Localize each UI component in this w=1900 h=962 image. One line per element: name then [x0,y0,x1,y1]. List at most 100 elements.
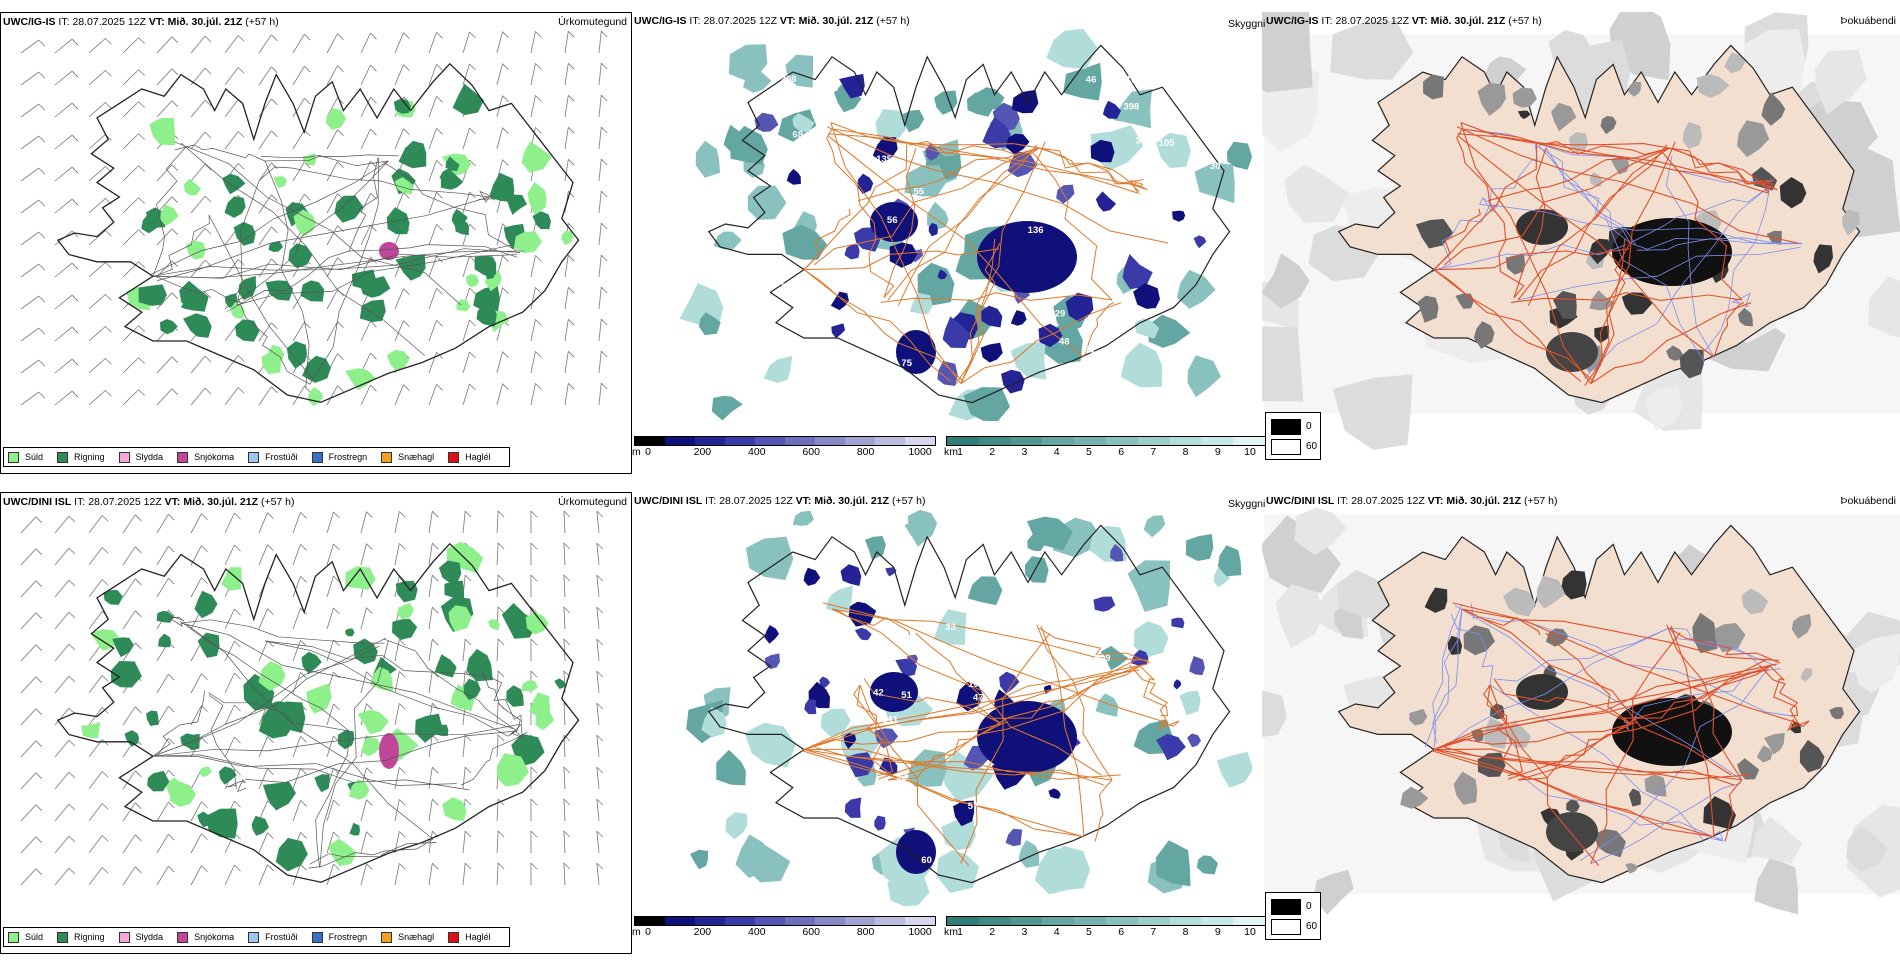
wind-barb-flag [503,256,509,262]
colorbar-segment [755,917,785,925]
wind-barb [361,544,366,565]
wind-barb-flag [465,575,471,581]
colorbar-segment [905,917,935,925]
area [392,619,417,640]
wind-barb [293,512,301,533]
area [804,568,821,586]
area [195,591,218,618]
wind-barb-flag [564,607,570,613]
wind-barb-flag [568,159,574,165]
wind-barb-flag [334,608,340,614]
wind-barb [123,70,139,85]
wind-barb [564,607,565,629]
legend-label: Rigning [74,932,105,942]
area [475,256,497,276]
wind-barb-flag [72,103,78,109]
fog-legend: 0 60 [1265,412,1321,460]
wind-barb-flag [39,72,45,78]
colorbar-segment [947,917,979,925]
wind-barb-flag [205,228,211,234]
wind-barb-flag [564,575,570,581]
area [746,537,793,580]
wind-barb [89,262,105,277]
vt-label: VT: [165,496,181,508]
wind-barb-flag [568,95,574,101]
wind-barb-flag [301,832,307,838]
area [263,782,296,811]
area [716,750,746,786]
wind-barb-flag [601,287,607,293]
area [361,736,382,757]
colorbar-segment [755,437,785,445]
wind-barb [225,131,238,149]
wind-barb-flag [568,127,574,133]
cloudbase-value: 47 [1125,74,1136,85]
wind-barb-flag [601,31,607,37]
wind-barb-flag [535,255,541,261]
legend-item: Slydda [119,932,164,943]
wind-barb [225,609,235,629]
cloudbase-value: 100 [1137,163,1153,174]
wind-barb-flag [36,709,42,715]
wind-barb-flag [72,263,78,269]
wind-barb-flag [334,512,340,518]
wind-barb [463,831,465,853]
wind-barb [564,703,565,725]
area [690,850,708,869]
init-time: 28.07.2025 12Z [719,495,793,507]
wind-barb-flag [568,383,574,389]
wind-barb-flag [135,771,141,777]
cloudbase-value: 75 [901,358,912,369]
legend-label: Slydda [136,452,164,462]
wind-barb-flag [72,167,78,173]
wind-barb [327,226,338,245]
wind-barb-flag [139,262,145,268]
wind-barb-flag [437,160,443,166]
wind-barb [429,863,432,885]
fog-legend: 0 60 [1265,892,1321,940]
wind-barb [531,31,535,53]
wind-barb [157,866,168,885]
area [764,625,779,644]
model-name: UWC/IG-IS [1266,15,1319,27]
wind-barb [327,258,338,277]
area [522,681,539,692]
cloudbase-value: 60 [921,855,932,866]
wind-barb-flag [135,803,141,809]
colorbar-tick: 8 [1183,446,1189,458]
wind-barb [89,294,105,309]
colorbar-segment [635,917,665,925]
it-label: IT: [58,16,69,28]
wind-barb-flag [72,327,78,333]
wind-barb [225,673,235,693]
colorbar-tick: 7 [1150,446,1156,458]
wind-barb [293,608,301,629]
wind-barb [21,72,39,85]
wind-barb-flag [432,639,438,645]
legend-swatch [248,452,259,463]
wind-barb-flag [338,354,344,360]
fog-legend-min: 0 [1306,421,1312,432]
legend-item: Frostúði [248,932,298,943]
wind-barb-flag [531,767,537,773]
wind-barb [89,515,102,533]
wind-barb-flag [437,256,443,262]
wind-barb [293,66,304,85]
wind-barb [361,385,371,405]
wind-barb [565,95,568,117]
wind-barb-flag [235,513,241,519]
area [1197,855,1218,874]
wind-barb [463,384,470,405]
wind-barb-flag [432,575,438,581]
wind-barb-flag [205,36,211,42]
wind-barb [564,511,565,533]
cloudbase-value: 70 [781,282,792,293]
area [235,319,260,341]
cloudbase-value: 42 [873,688,884,699]
wind-barb-flag [334,704,340,710]
wind-barb [497,352,503,373]
model-name: UWC/IG-IS [634,15,687,27]
init-time: 28.07.2025 12Z [72,16,146,28]
cloudbase-value: 51 [901,690,912,701]
colorbar-segment [1201,917,1233,925]
